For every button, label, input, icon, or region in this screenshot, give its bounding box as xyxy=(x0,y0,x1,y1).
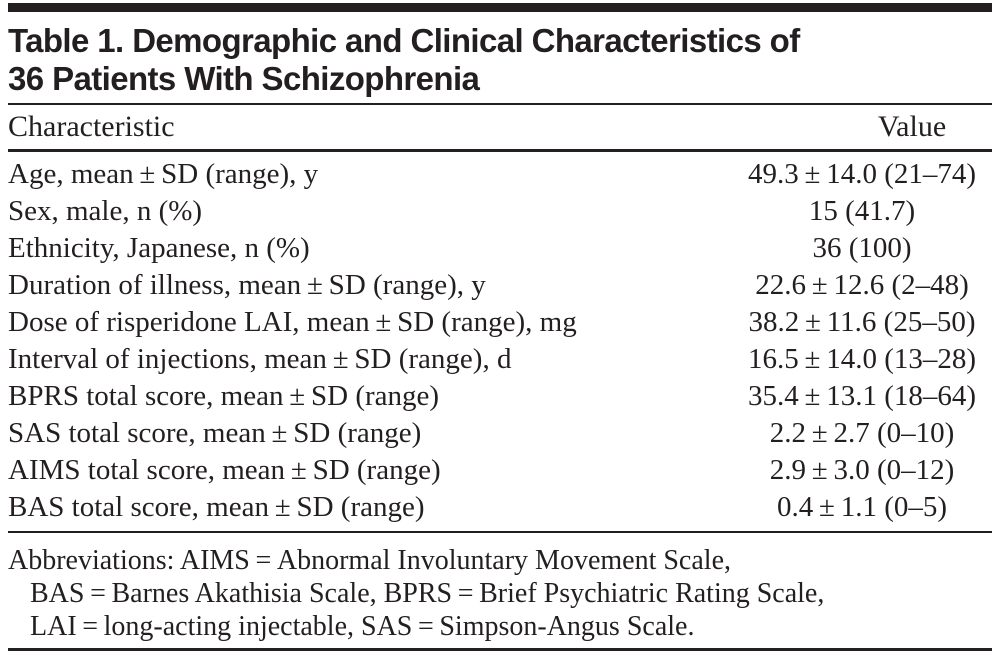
table-row: BPRS total score, mean ± SD (range) 35.4… xyxy=(8,378,992,415)
table-row: Age, mean ± SD (range), y 49.3 ± 14.0 (2… xyxy=(8,156,992,193)
value-cell: 38.2 ± 11.6 (25–50) xyxy=(748,306,976,338)
value-cell: 2.9 ± 3.0 (0–12) xyxy=(769,454,955,486)
footnote-line: LAI = long-acting injectable, SAS = Simp… xyxy=(30,611,695,642)
abbreviations-footnote: Abbreviations: AIMS = Abnormal Involunta… xyxy=(8,533,992,648)
table-row: BAS total score, mean ± SD (range) 0.4 ±… xyxy=(8,489,992,526)
top-rule xyxy=(8,3,992,12)
characteristic-cell: BPRS total score, mean ± SD (range) xyxy=(8,380,440,412)
footnote-line: BAS = Barnes Akathisia Scale, BPRS = Bri… xyxy=(30,578,825,609)
table-row: AIMS total score, mean ± SD (range) 2.9 … xyxy=(8,452,992,489)
table-header-row: Characteristic Value xyxy=(8,105,992,149)
value-cell: 35.4 ± 13.1 (18–64) xyxy=(747,380,977,412)
footnote-line: Abbreviations: AIMS = Abnormal Involunta… xyxy=(8,545,731,576)
characteristic-cell: Ethnicity, Japanese, n (%) xyxy=(8,232,310,264)
value-cell: 36 (100) xyxy=(812,232,912,264)
table-body: Age, mean ± SD (range), y 49.3 ± 14.0 (2… xyxy=(8,152,992,531)
characteristic-cell: AIMS total score, mean ± SD (range) xyxy=(8,454,441,486)
characteristic-cell: Age, mean ± SD (range), y xyxy=(8,158,319,190)
table-row: Interval of injections, mean ± SD (range… xyxy=(8,341,992,378)
rule-above-footnote xyxy=(8,531,992,533)
value-cell: 16.5 ± 14.0 (13–28) xyxy=(747,343,977,375)
table-row: Duration of illness, mean ± SD (range), … xyxy=(8,267,992,304)
value-cell: 2.2 ± 2.7 (0–10) xyxy=(769,417,955,449)
characteristic-cell: SAS total score, mean ± SD (range) xyxy=(8,417,422,449)
table-title-line-1: Table 1. Demographic and Clinical Charac… xyxy=(8,22,800,59)
table-row: Sex, male, n (%) 15 (41.7) xyxy=(8,193,992,230)
table-title-line-2: 36 Patients With Schizophrenia xyxy=(8,60,480,97)
value-cell: 0.4 ± 1.1 (0–5) xyxy=(776,491,948,523)
rule-below-title xyxy=(8,103,992,105)
rule-below-header xyxy=(8,149,992,152)
characteristic-cell: Sex, male, n (%) xyxy=(8,195,203,227)
column-header-characteristic: Characteristic xyxy=(8,110,175,143)
column-header-value: Value xyxy=(877,110,947,143)
value-cell: 15 (41.7) xyxy=(808,195,916,227)
value-cell: 49.3 ± 14.0 (21–74) xyxy=(747,158,977,190)
table-row: SAS total score, mean ± SD (range) 2.2 ±… xyxy=(8,415,992,452)
characteristic-cell: Duration of illness, mean ± SD (range), … xyxy=(8,269,486,301)
characteristic-cell: Dose of risperidone LAI, mean ± SD (rang… xyxy=(8,306,577,338)
characteristic-cell: BAS total score, mean ± SD (range) xyxy=(8,491,425,523)
table-row: Ethnicity, Japanese, n (%) 36 (100) xyxy=(8,230,992,267)
characteristic-cell: Interval of injections, mean ± SD (range… xyxy=(8,343,512,375)
table-title: Table 1. Demographic and Clinical Charac… xyxy=(8,22,992,98)
value-cell: 22.6 ± 12.6 (2–48) xyxy=(755,269,969,301)
bottom-rule xyxy=(8,648,992,651)
table-row: Dose of risperidone LAI, mean ± SD (rang… xyxy=(8,304,992,341)
